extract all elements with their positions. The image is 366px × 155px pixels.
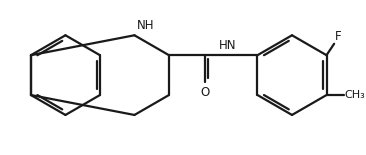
- Text: F: F: [335, 30, 342, 43]
- Text: NH: NH: [137, 19, 155, 32]
- Text: O: O: [201, 86, 210, 99]
- Text: CH₃: CH₃: [345, 90, 365, 100]
- Text: HN: HN: [219, 39, 236, 52]
